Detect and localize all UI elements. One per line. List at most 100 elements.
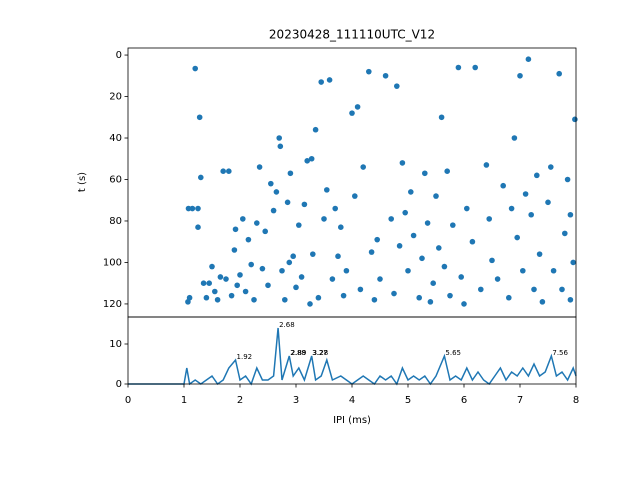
point <box>374 236 381 243</box>
point <box>559 286 565 293</box>
point <box>531 286 537 293</box>
point <box>273 189 280 195</box>
point <box>209 263 215 270</box>
point <box>441 263 448 270</box>
point <box>248 261 254 268</box>
point <box>277 143 284 150</box>
peak-annotation: 2.89 <box>291 349 307 357</box>
point <box>237 272 243 278</box>
point <box>228 292 235 299</box>
point <box>352 193 358 199</box>
point <box>550 267 557 274</box>
point <box>382 72 389 79</box>
point <box>195 224 201 230</box>
y-axis-label: t (s) <box>77 172 88 192</box>
point <box>371 296 378 303</box>
point <box>447 292 453 299</box>
point <box>506 294 512 301</box>
point <box>329 276 336 282</box>
point <box>424 220 431 226</box>
point <box>422 170 428 177</box>
point <box>335 253 341 260</box>
point <box>270 207 277 214</box>
point <box>366 68 372 75</box>
y-tick-label: 10 <box>109 339 122 350</box>
point <box>486 216 493 222</box>
point <box>206 280 212 286</box>
point <box>321 216 327 222</box>
x-tick-label: 7 <box>517 395 523 406</box>
point <box>357 286 364 293</box>
point <box>548 164 554 170</box>
point <box>217 274 224 280</box>
point <box>214 296 221 303</box>
point <box>525 56 532 62</box>
point <box>450 222 456 228</box>
point <box>410 232 417 239</box>
y-tick-label: 0 <box>116 379 122 390</box>
point <box>290 253 297 260</box>
point <box>430 280 437 286</box>
point <box>469 238 476 245</box>
point <box>408 189 414 195</box>
point <box>377 276 383 282</box>
peak-annotation: 5.65 <box>445 349 461 357</box>
x-tick-label: 8 <box>573 395 579 406</box>
point <box>220 168 226 174</box>
point <box>461 301 467 307</box>
point <box>536 251 543 257</box>
point <box>256 164 263 170</box>
point <box>570 259 576 266</box>
y-tick-label: 0 <box>116 50 122 61</box>
chart-title: 20230428_111110UTC_V12 <box>269 28 435 42</box>
point <box>318 79 325 85</box>
point <box>349 110 355 116</box>
point <box>514 234 520 241</box>
y-tick-label: 40 <box>109 133 122 144</box>
point <box>251 296 257 303</box>
x-tick-label: 2 <box>237 395 243 406</box>
point <box>212 288 218 295</box>
point <box>312 126 319 133</box>
point <box>478 286 484 293</box>
point <box>189 205 196 212</box>
point <box>388 216 395 222</box>
point <box>242 288 249 295</box>
point <box>223 276 229 282</box>
point <box>556 70 562 77</box>
y-tick-label: 60 <box>109 174 122 185</box>
point <box>416 294 423 301</box>
point <box>391 290 397 297</box>
point <box>304 158 311 164</box>
point <box>287 170 294 177</box>
point <box>539 299 546 305</box>
point <box>234 282 240 289</box>
point <box>528 211 534 218</box>
point <box>307 301 313 307</box>
point <box>301 201 308 208</box>
point <box>517 72 523 79</box>
point <box>396 243 403 249</box>
x-tick-label: 5 <box>405 395 411 406</box>
point <box>500 182 507 189</box>
x-tick-label: 0 <box>125 395 131 406</box>
point <box>268 180 274 187</box>
point <box>253 220 260 226</box>
point <box>195 205 201 212</box>
point <box>296 222 302 228</box>
point <box>545 199 551 206</box>
point <box>399 160 406 166</box>
point <box>293 284 299 291</box>
point <box>444 168 451 174</box>
point <box>203 294 210 301</box>
point <box>464 205 470 212</box>
point <box>310 251 316 257</box>
point <box>534 172 540 179</box>
point <box>489 257 495 264</box>
x-tick-label: 3 <box>293 395 299 406</box>
point <box>458 274 465 280</box>
point <box>520 267 526 274</box>
point <box>368 249 375 255</box>
y-tick-label: 100 <box>103 257 122 268</box>
